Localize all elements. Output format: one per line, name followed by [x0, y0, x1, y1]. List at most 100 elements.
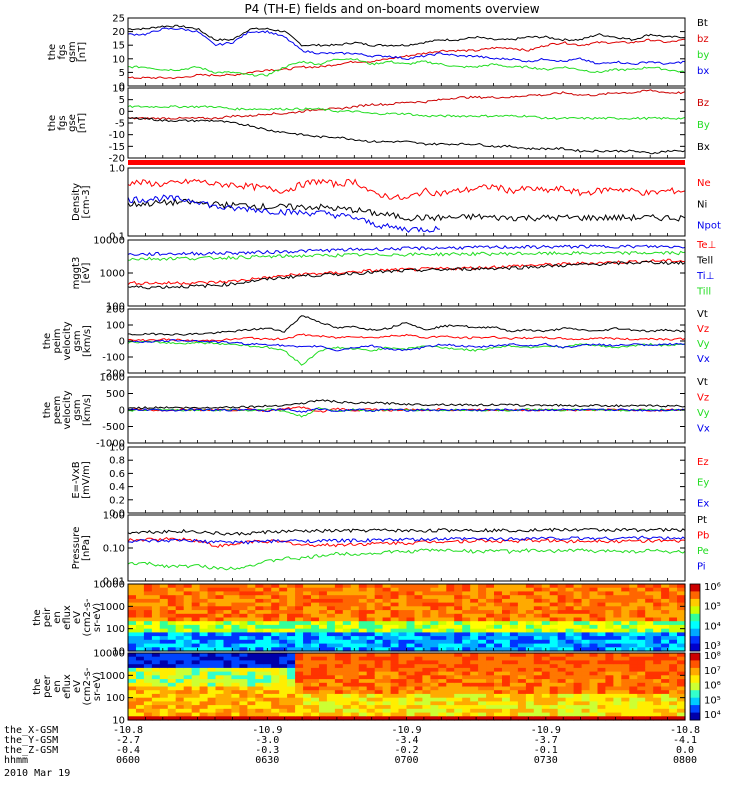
- panel-frame: [127, 17, 686, 87]
- y-tick-label: -500: [102, 422, 125, 433]
- series-line-peem_velocity-vx: [127, 407, 686, 413]
- y-axis-label: [nT]: [77, 113, 88, 133]
- fgs_comp-ylabel: the fgs gse [nT]: [47, 113, 88, 133]
- y-tick-label: 1000: [100, 602, 125, 613]
- legend-label: Vx: [697, 424, 710, 435]
- legend-label: Npot: [697, 221, 721, 232]
- footer-value: -3.7: [534, 735, 558, 746]
- fgs_comp-legend: Bz By Bx: [697, 98, 710, 153]
- y-axis-label: the: [32, 678, 43, 694]
- legend-label: Ex: [697, 498, 709, 509]
- series-line-pressure-pb: [127, 536, 686, 549]
- y-tick-label: 5: [119, 68, 125, 79]
- y-axis-label: eV: [72, 680, 83, 693]
- y-tick-label: 100: [106, 693, 125, 704]
- footer-value: -0.4: [116, 745, 140, 756]
- footer-value: -3.0: [255, 735, 279, 746]
- series-line-pressure-pt: [127, 527, 686, 536]
- legend-label: Te⊥: [696, 240, 716, 251]
- y-axis-label: velocity: [62, 321, 73, 360]
- series-line-temperature-tell: [127, 260, 686, 290]
- series-line-peim_velocity-vt: [127, 315, 686, 336]
- y-axis-label: E=-VxB: [71, 461, 82, 498]
- footer-row-label: hhmm: [4, 755, 28, 766]
- y-axis-label: gsm: [72, 399, 83, 420]
- y-tick-label: 5: [119, 95, 125, 106]
- panel-frame: [127, 87, 686, 159]
- series-line-pressure-pe: [127, 548, 686, 571]
- y-tick-label: 1.00: [103, 511, 125, 522]
- y-tick-label: 1000: [100, 671, 125, 682]
- series-line-peem_velocity-vy: [127, 406, 686, 418]
- series-line-fgs_mag-bz: [127, 38, 686, 80]
- legend-label: Ti⊥: [696, 271, 714, 282]
- y-tick-label: 0.6: [109, 469, 125, 480]
- series-line-peem_velocity-vt: [127, 399, 686, 410]
- y-tick-label: 10000: [93, 580, 125, 591]
- legend-label: Bz: [697, 98, 709, 109]
- y-tick-label: 10000: [93, 649, 125, 660]
- legend-label: Vy: [697, 408, 710, 419]
- peer_spec-ylabel: the peer en eflux eV (cm2-s-sr-eV): [32, 667, 103, 705]
- legend-label: Vt: [697, 309, 708, 320]
- y-axis-label: Density: [71, 183, 82, 221]
- plot-title: P4 (TH-E) fields and on-board moments ov…: [244, 2, 539, 16]
- colorbar-label: 10⁵: [704, 602, 721, 613]
- temperature-legend: Te⊥ Tell Ti⊥ Till: [696, 240, 716, 298]
- peem_velocity-y-ticks: 1000 500 0 -500 -1000: [96, 373, 685, 450]
- y-tick-label: -10: [109, 130, 125, 141]
- panel-peer_spec: 10⁸ 10⁷ 10⁶ 10⁵ 10⁴ 10000 1000 100 10 the peer en ef…: [32, 649, 721, 727]
- colorbar-label: 10³: [704, 641, 721, 652]
- y-tick-label: -20: [109, 154, 125, 165]
- y-axis-label: fgs: [57, 44, 68, 59]
- series-line-fgs_mag-by: [127, 58, 686, 77]
- panel-peir_spec: 10⁶ 10⁵ 10⁴ 10³ 10000 1000 100 10 the peir en eflux…: [32, 580, 721, 658]
- series-line-peim_velocity-vx: [127, 339, 686, 352]
- legend-label: Bt: [697, 18, 708, 29]
- y-axis-label: gsm: [67, 41, 78, 62]
- y-axis-label: en: [52, 611, 63, 624]
- y-tick-label: 1.0: [109, 443, 125, 454]
- y-axis-label: Pressure: [71, 527, 82, 570]
- series-line-pressure-pi: [127, 535, 686, 545]
- legend-label: Pi: [697, 562, 706, 573]
- series-line-density-npot: [127, 194, 440, 233]
- panel-density: Ne Ni Npot 1.0 0.1 Density [cm-3]: [71, 164, 721, 243]
- y-axis-label: (cm2-s-: [82, 598, 93, 636]
- y-tick-label: 100: [106, 624, 125, 635]
- pressure-ylabel: Pressure [nPa]: [71, 527, 92, 570]
- y-tick-label: 0.1: [109, 232, 125, 243]
- pressure-legend: Pt Pb Pe Pi: [697, 515, 709, 573]
- legend-label: Pt: [697, 515, 707, 526]
- y-axis-label: peem: [52, 396, 63, 424]
- legend-label: Bx: [697, 142, 710, 153]
- legend-label: Ni: [697, 199, 707, 210]
- y-axis-label: the: [32, 609, 43, 625]
- series-line-fgs_mag-bt: [127, 24, 686, 47]
- footer-row-label: the_Y-GSM: [4, 735, 58, 746]
- colorbar-label: 10⁴: [704, 710, 721, 721]
- footer-value: 0700: [394, 755, 418, 766]
- fgs_mag-legend: Bt bz by bx: [697, 18, 709, 77]
- y-axis-label: [nT]: [77, 42, 88, 62]
- footer-value: 0600: [116, 755, 140, 766]
- panel-frame: [127, 446, 686, 514]
- peer_spec-colorbar: 10⁸ 10⁷ 10⁶ 10⁵ 10⁴: [689, 651, 721, 721]
- legend-label: bz: [697, 34, 709, 45]
- y-tick-label: -200: [102, 369, 125, 380]
- y-axis-label: the: [42, 333, 53, 349]
- y-axis-label: [mV/m]: [81, 461, 92, 499]
- y-tick-label: 0: [119, 337, 125, 348]
- y-axis-label: peim: [52, 328, 63, 353]
- y-axis-label: the: [42, 402, 53, 418]
- y-tick-label: -5: [115, 119, 125, 130]
- legend-label: Pb: [697, 531, 709, 542]
- legend-label: Vz: [697, 324, 709, 335]
- panel-frame: [127, 514, 686, 582]
- legend-label: Vx: [697, 354, 710, 365]
- y-tick-label: -100: [102, 353, 125, 364]
- footer-value: -10.9: [531, 725, 561, 736]
